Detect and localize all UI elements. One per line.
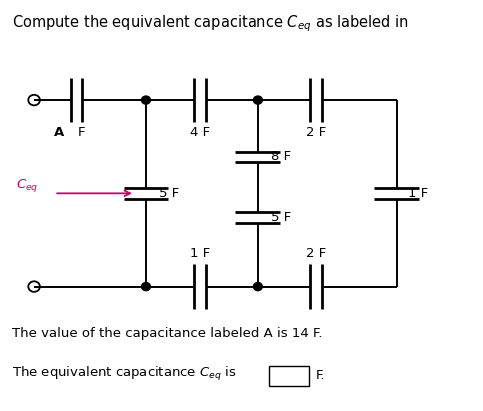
Text: 4 F: 4 F (190, 127, 210, 139)
Text: The value of the capacitance labeled A is 14 F.: The value of the capacitance labeled A i… (12, 327, 322, 340)
Circle shape (142, 282, 151, 291)
Text: Compute the equivalent capacitance $C_{eq}$ as labeled in: Compute the equivalent capacitance $C_{e… (12, 13, 409, 34)
Text: 1 F: 1 F (189, 247, 210, 260)
Circle shape (254, 282, 262, 291)
Text: 2 F: 2 F (306, 247, 326, 260)
Text: A: A (54, 127, 64, 139)
Text: F: F (77, 127, 85, 139)
Text: The equivalent capacitance $C_{eq}$ is: The equivalent capacitance $C_{eq}$ is (12, 365, 236, 383)
Circle shape (142, 96, 151, 104)
Text: 2 F: 2 F (306, 127, 326, 139)
Text: $C_{eq}$: $C_{eq}$ (16, 177, 39, 194)
FancyBboxPatch shape (269, 366, 309, 386)
Text: F.: F. (316, 369, 326, 382)
Text: 1 F: 1 F (408, 187, 428, 200)
Circle shape (254, 96, 262, 104)
Text: 8 F: 8 F (271, 150, 291, 163)
Text: 5 F: 5 F (271, 211, 292, 224)
Text: 5 F: 5 F (159, 187, 180, 200)
